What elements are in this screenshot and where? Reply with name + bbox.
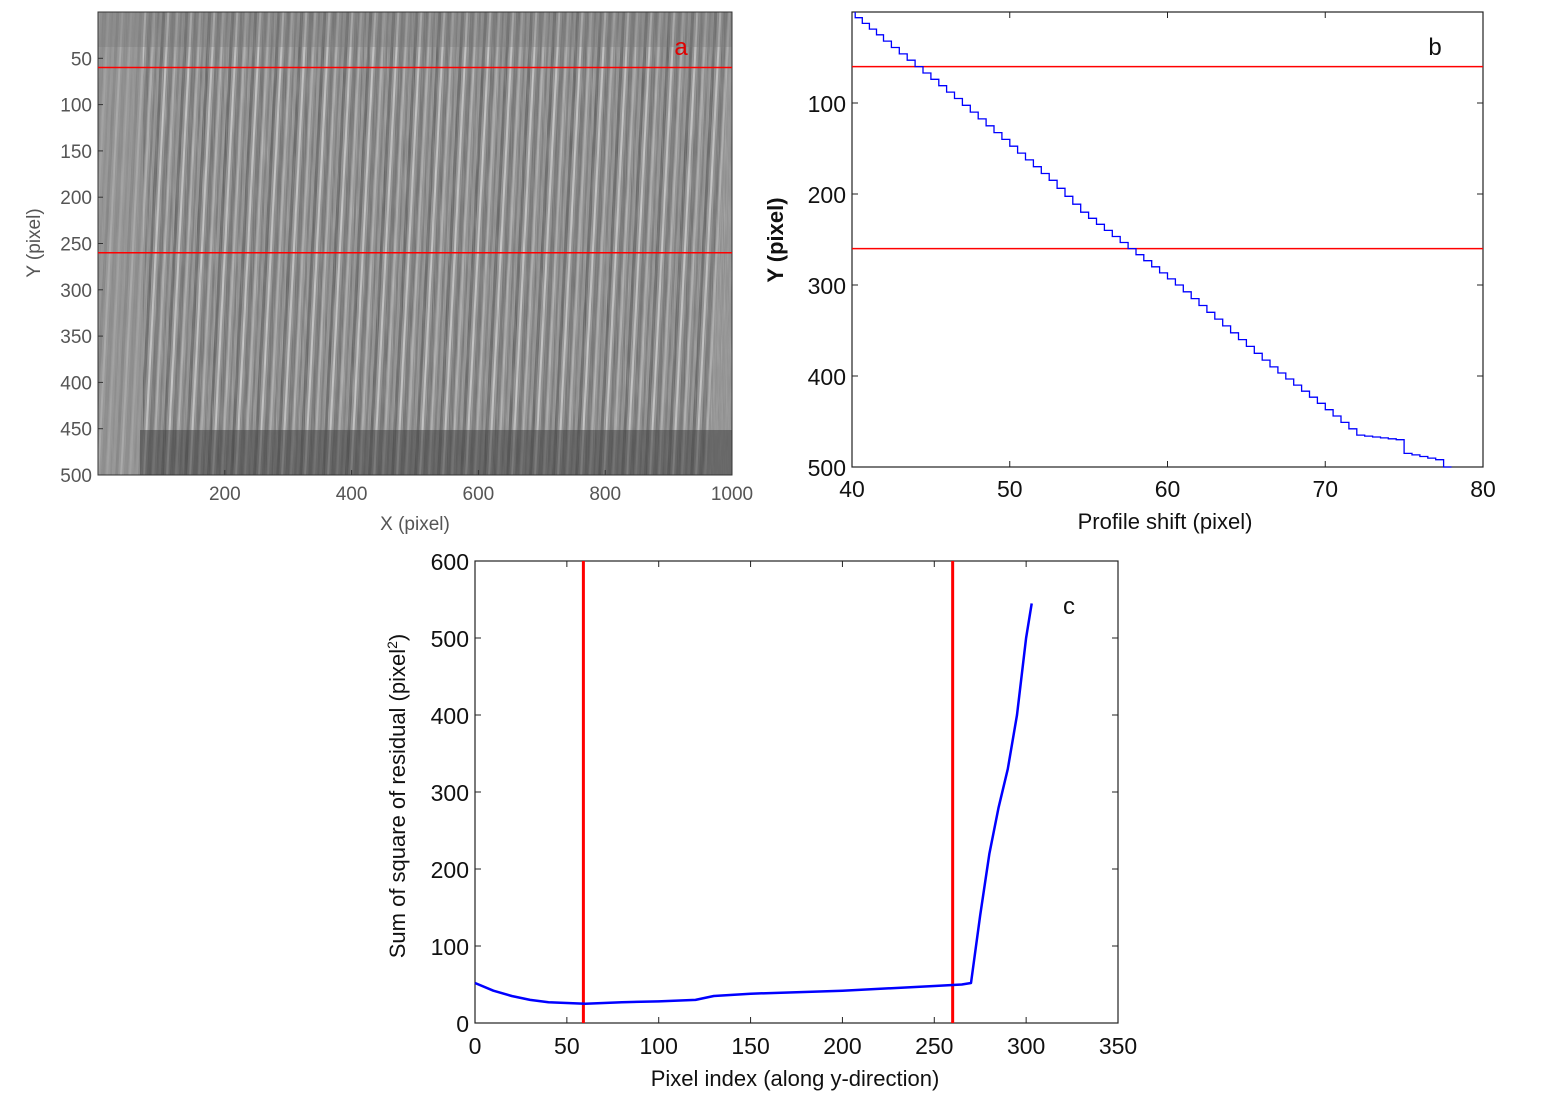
panel-c-x-tick-label-6: 300: [1007, 1033, 1045, 1059]
panel-b-y-axis-label: Y (pixel): [763, 197, 788, 282]
panel-a-label: a: [674, 34, 688, 61]
panel-a-y-tick-label-4: 250: [60, 235, 92, 256]
panel-a-y-ticks: 50 100 150 200 250 300 350 400 450 500: [60, 49, 103, 487]
panel-b-x-tick-label-1: 50: [997, 476, 1023, 502]
panel-c-x-tick-label-4: 200: [823, 1033, 861, 1059]
panel-b-y-tick-label-2: 300: [808, 273, 846, 299]
panel-c-y-ticks: 0 100 200 300 400 500 600: [431, 549, 1118, 1037]
panel-b-x-tick-label-2: 60: [1155, 476, 1181, 502]
panel-c-x-tick-label-1: 50: [554, 1033, 580, 1059]
panel-a-y-tick-label-1: 100: [60, 96, 92, 117]
panel-b-series: [854, 12, 1452, 468]
panel-a-x-tick-label-4: 1000: [711, 484, 753, 505]
panel-a-y-tick-label-7: 400: [60, 373, 92, 394]
panel-b-x-tick-label-4: 80: [1470, 476, 1496, 502]
panel-c-y-tick-label-0: 0: [456, 1011, 469, 1037]
panel-b-y-tick-label-0: 100: [808, 91, 846, 117]
panel-a-y-tick-label-2: 150: [60, 142, 92, 163]
panel-b-label: b: [1428, 34, 1441, 61]
panel-c-x-tick-label-0: 0: [469, 1033, 482, 1059]
panel-c-x-tick-label-3: 150: [731, 1033, 769, 1059]
panel-c-x-tick-label-7: 350: [1099, 1033, 1137, 1059]
panel-c-y-tick-label-6: 600: [431, 549, 469, 575]
panel-b-y-tick-label-3: 400: [808, 364, 846, 390]
panel-a-x-tick-label-0: 200: [209, 484, 241, 505]
panel-a-x-ticks: 200 400 600 800 1000: [209, 470, 753, 505]
panel-a-image-plot: 200 400 600 800 1000 50 100 150 200 250 300 350 400…: [24, 11, 753, 535]
panel-c-series-line-0: [474, 603, 1033, 1006]
panel-b-x-axis-label: Profile shift (pixel): [1078, 509, 1253, 534]
panel-c-label: c: [1063, 593, 1075, 620]
panel-a-y-tick-label-3: 200: [60, 188, 92, 209]
panel-c-y-axis-label: Sum of square of residual (pixel2): [384, 634, 410, 959]
panel-c-y-tick-label-5: 500: [431, 626, 469, 652]
panel-a-x-axis-label: X (pixel): [380, 514, 450, 535]
panel-c-x-tick-label-5: 250: [915, 1033, 953, 1059]
panel-b-x-tick-label-0: 40: [839, 476, 865, 502]
panel-c-series: [474, 603, 1033, 1006]
panel-a-y-tick-label-6: 350: [60, 327, 92, 348]
panel-b-y-tick-label-4: 500: [808, 455, 846, 481]
panel-a-x-tick-label-3: 800: [589, 484, 621, 505]
panel-a-y-axis-label: Y (pixel): [24, 208, 45, 277]
micrograph-image: [98, 12, 732, 475]
panel-c-y-tick-label-1: 100: [431, 934, 469, 960]
panel-a-y-tick-label-0: 50: [71, 49, 92, 70]
panel-c-x-axis-label: Pixel index (along y-direction): [651, 1066, 940, 1091]
panel-b-series-line-0: [854, 12, 1452, 468]
panel-a-y-tick-label-8: 450: [60, 420, 92, 441]
panel-a-y-tick-label-5: 300: [60, 281, 92, 302]
panel-a-y-tick-label-9: 500: [60, 466, 92, 487]
panel-b-y-ticks: 100 200 300 400 500: [808, 91, 1483, 481]
panel-b-x-tick-label-3: 70: [1312, 476, 1338, 502]
panel-c-y-tick-label-4: 400: [431, 703, 469, 729]
panel-b-marker-lines: [852, 65, 1483, 250]
panel-c-line-plot: 0 50 100 150 200 250 300 350 0 100 200 300 400 500 60…: [384, 549, 1137, 1091]
panel-c-y-axis-label-superscript: 2: [384, 641, 400, 649]
panel-b-x-ticks: 40 50 60 70 80: [839, 12, 1496, 502]
panel-c-marker-lines: [581, 561, 955, 1023]
panel-b-line-plot: 40 50 60 70 80 100 200 300 400 500 b Profile shi…: [763, 11, 1496, 534]
panel-a-x-tick-label-2: 600: [463, 484, 495, 505]
panel-c-x-ticks: 0 50 100 150 200 250 300 350: [469, 561, 1137, 1059]
panel-b-y-tick-label-1: 200: [808, 182, 846, 208]
panel-c-y-axis-label-main: Sum of square of residual (pixel: [385, 649, 410, 958]
panel-c-y-axis-label-end: ): [385, 634, 410, 641]
panel-c-y-tick-label-2: 200: [431, 857, 469, 883]
panel-a-marker-lines: [98, 66, 732, 254]
panel-a-x-tick-label-1: 400: [336, 484, 368, 505]
panel-c-x-tick-label-2: 100: [640, 1033, 678, 1059]
panel-c-y-tick-label-3: 300: [431, 780, 469, 806]
